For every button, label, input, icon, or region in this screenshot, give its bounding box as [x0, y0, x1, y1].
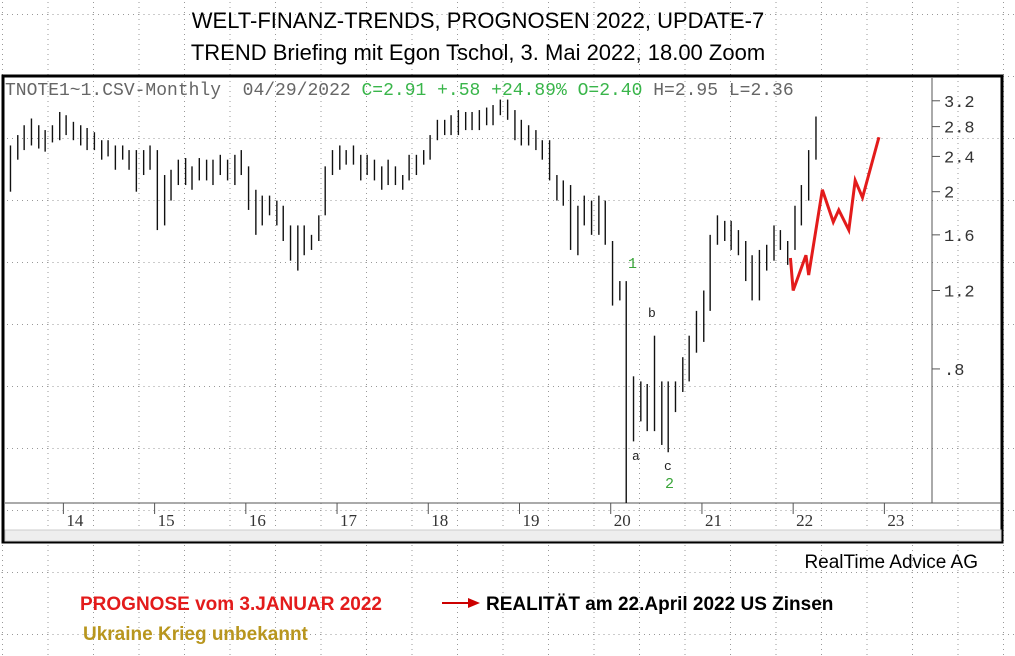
annotation: b	[648, 306, 656, 321]
y-tick-label: .8	[944, 362, 964, 381]
y-tick-label: 2	[944, 185, 954, 204]
source: RealTime Advice AG	[804, 552, 978, 573]
info-open: O=2.40	[578, 81, 643, 101]
info-change-pct: +24.89%	[491, 81, 567, 101]
x-tick-label: 16	[249, 511, 266, 530]
x-tick-label: 18	[431, 511, 448, 530]
x-tick-label: 17	[340, 511, 358, 530]
y-tick-label: 2.8	[944, 120, 975, 139]
x-tick-label: 22	[796, 511, 813, 530]
x-tick-label: 21	[705, 511, 722, 530]
reality-label: REALITÄT am 22.April 2022 US Zinsen	[486, 594, 833, 615]
title: WELT-FINANZ-TRENDS, PROGNOSEN 2022, UPDA…	[192, 8, 765, 33]
info-line: TNOTE1~1.CSV-Monthly 04/29/2022 C=2.91 +…	[5, 81, 794, 101]
x-tick-label: 14	[66, 511, 84, 530]
info-low: L=2.36	[729, 81, 794, 101]
info-date: 04/29/2022	[243, 81, 351, 101]
x-tick-label: 20	[614, 511, 631, 530]
y-tick-label: 3.2	[944, 94, 975, 113]
annotation: c	[664, 459, 672, 474]
x-tick-label: 23	[887, 511, 904, 530]
y-tick-label: 2.4	[944, 149, 975, 168]
forecast-line	[788, 136, 881, 292]
note: Ukraine Krieg unbekannt	[83, 624, 309, 645]
chart-frame	[1, 74, 1004, 544]
forecast-label: PROGNOSE vom 3.JANUAR 2022	[80, 594, 382, 615]
annotation: 2	[665, 476, 674, 493]
subtitle: TREND Briefing mit Egon Tschol, 3. Mai 2…	[191, 40, 765, 65]
y-tick-label: 1.6	[944, 228, 975, 247]
info-change: +.58	[437, 81, 480, 101]
x-tick-label: 19	[522, 511, 539, 530]
y-tick-label: 1.2	[944, 284, 975, 303]
x-tick-label: 15	[158, 511, 175, 530]
series-name: TNOTE1~1.CSV-Monthly	[5, 81, 221, 101]
annotation: a	[632, 449, 640, 464]
info-high: H=2.95	[653, 81, 718, 101]
scrollbar	[4, 529, 1002, 542]
annotation: 1	[628, 256, 637, 273]
info-close: C=2.91	[362, 81, 427, 101]
arrow-head	[468, 598, 480, 608]
